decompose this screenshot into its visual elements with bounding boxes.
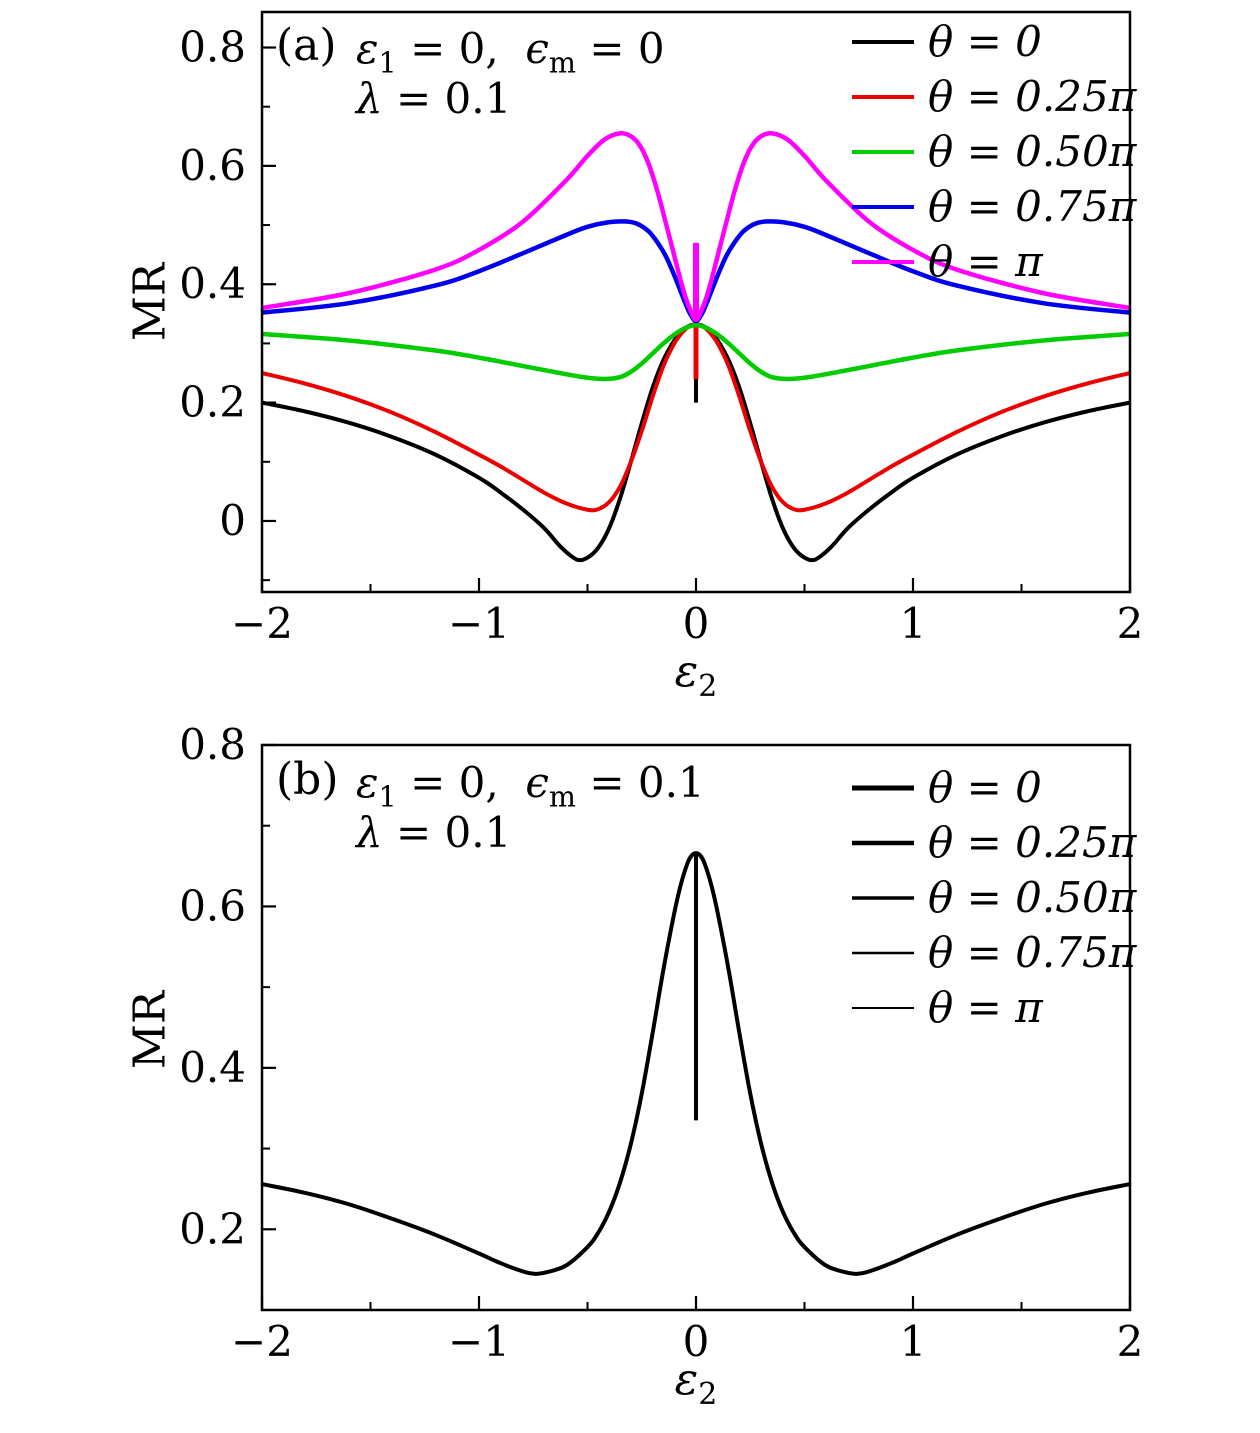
- panel-b-parameters: ε1 = 0, ϵm = 0.1: [356, 758, 705, 814]
- panel-a-parameters: ε1 = 0, ϵm = 0: [356, 24, 665, 80]
- x-tick-label: 0: [683, 1317, 710, 1366]
- x-tick-label: 2: [1117, 599, 1144, 648]
- legend-label-1: θ = 0.25π: [928, 818, 1138, 867]
- x-tick-label: 2: [1117, 1317, 1144, 1366]
- series-line-4: [262, 130, 1130, 323]
- legend-label-0: θ = 0: [928, 763, 1042, 812]
- x-tick-label: −2: [231, 1317, 293, 1366]
- legend-label-4: θ = π: [928, 237, 1044, 286]
- y-tick-label: 0: [219, 496, 246, 545]
- panel-b-tag: (b): [276, 754, 339, 805]
- panel-a-lambda: λ = 0.1: [356, 74, 512, 123]
- legend-label-2: θ = 0.50π: [928, 873, 1138, 922]
- chart-b-svg: −2 −1 0 1 2 0.2 0.4 0.6 0.8 θ = 0 θ = 0.25π θ = 0.5…: [179, 720, 1144, 1366]
- y-tick-label: 0.6: [179, 881, 246, 930]
- x-tick-label: −1: [448, 599, 510, 648]
- legend-label-2: θ = 0.50π: [928, 127, 1138, 176]
- y-tick-label: 0.4: [179, 259, 246, 308]
- legend: θ = 0 θ = 0.25π θ = 0.50π θ = 0.75π θ = π: [852, 17, 1138, 286]
- x-tick-label: −1: [448, 1317, 510, 1366]
- plot-area: [262, 851, 1130, 1276]
- panel-b-y-axis-label: MR: [124, 990, 176, 1070]
- legend-label-3: θ = 0.75π: [928, 928, 1138, 977]
- chart-a-svg: −2 −1 0 1 2 0 0.2 0.4 0.6 0.8 θ = 0 θ = 0.25π θ = 0.…: [179, 10, 1144, 648]
- y-tick-label: 0.2: [179, 378, 246, 427]
- legend-label-1: θ = 0.25π: [928, 72, 1138, 121]
- x-tick-label: 1: [900, 599, 927, 648]
- legend-label-0: θ = 0: [928, 17, 1042, 66]
- panel-a-y-axis-label: MR: [124, 262, 176, 342]
- plot-area: [262, 130, 1130, 563]
- legend-label-3: θ = 0.75π: [928, 182, 1138, 231]
- legend-label-4: θ = π: [928, 983, 1044, 1032]
- y-tick-label: 0.6: [179, 141, 246, 190]
- x-tick-label: 1: [900, 1317, 927, 1366]
- panel-a-x-axis-label: ε2: [674, 646, 718, 704]
- y-tick-label: 0.8: [179, 23, 246, 72]
- y-tick-label: 0.8: [179, 720, 246, 769]
- y-tick-label: 0.4: [179, 1043, 246, 1092]
- panel-b-x-axis-label: ε2: [674, 1354, 718, 1412]
- y-tick-label: 0.2: [179, 1204, 246, 1253]
- panel-a-tag: (a): [276, 20, 337, 71]
- x-tick-label: 0: [683, 599, 710, 648]
- x-tick-label: −2: [231, 599, 293, 648]
- series-line-2: [262, 322, 1130, 382]
- panel-b-lambda: λ = 0.1: [356, 808, 512, 857]
- legend: θ = 0 θ = 0.25π θ = 0.50π θ = 0.75π θ = π: [852, 763, 1138, 1032]
